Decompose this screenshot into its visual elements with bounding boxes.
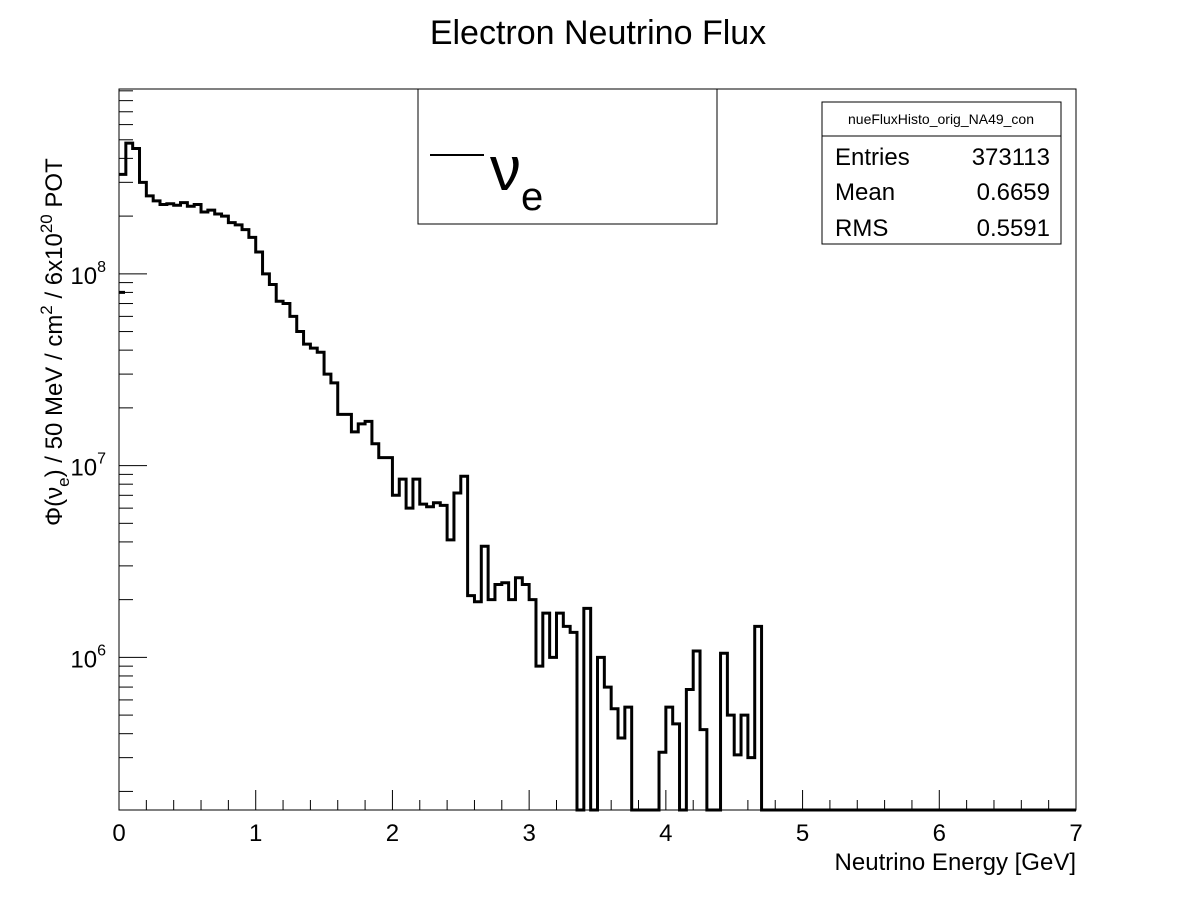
y-tick-exponent: 8 [97, 259, 106, 276]
y-axis-title-suffix: POT [41, 158, 68, 214]
stats-mean-value: 0.6659 [977, 179, 1050, 206]
y-tick-label: 107 [70, 451, 106, 482]
y-axis-title-sub: e [54, 477, 73, 486]
legend-box [417, 88, 718, 225]
y-axis-title-sup: 2 [37, 305, 56, 314]
stats-rms-label: RMS [835, 215, 888, 242]
stats-mean-label: Mean [835, 179, 895, 206]
x-tick-label: 2 [386, 820, 399, 847]
y-tick-base: 10 [70, 646, 97, 673]
x-tick-label: 7 [1069, 820, 1082, 847]
legend: νe [417, 88, 718, 225]
histogram-line [119, 141, 1076, 812]
x-tick-label: 6 [933, 820, 946, 847]
chart-title: Electron Neutrino Flux [430, 14, 766, 52]
y-axis-title-prefix: Φ(ν [41, 487, 68, 526]
x-tick-label: 1 [249, 820, 262, 847]
y-tick-label: 108 [70, 259, 106, 290]
legend-subscript: e [521, 175, 543, 219]
y-axis-title-sup2: 20 [37, 214, 56, 233]
stats-box: nueFluxHisto_orig_NA49_con Entries 37311… [821, 101, 1062, 245]
x-tick-label: 3 [522, 820, 535, 847]
x-axis-title: Neutrino Energy [GeV] [835, 849, 1076, 876]
x-tick-label: 5 [796, 820, 809, 847]
x-axis: 0 1 2 3 4 5 6 7 [112, 790, 1083, 847]
legend-symbol: ν [490, 135, 521, 204]
stats-entries-value: 373113 [972, 144, 1050, 171]
legend-label: νe [490, 135, 543, 219]
y-tick-label: 106 [70, 642, 106, 673]
stats-frame [821, 101, 1062, 245]
y-tick-exponent: 6 [97, 642, 106, 659]
histogram-series [119, 141, 1076, 812]
y-tick-base: 10 [70, 263, 97, 290]
y-axis-title-mid2: / 6x10 [41, 233, 68, 305]
stats-name: nueFluxHisto_orig_NA49_con [848, 111, 1034, 127]
stats-rms-value: 0.5591 [977, 215, 1050, 242]
y-axis-title: Φ(νe) / 50 MeV / cm2 / 6x1020 POT [37, 158, 73, 526]
x-tick-label: 4 [659, 820, 672, 847]
y-axis-title-mid: ) / 50 MeV / cm [41, 315, 68, 478]
y-tick-base: 10 [70, 455, 97, 482]
stats-entries-label: Entries [835, 144, 910, 171]
x-tick-label: 0 [112, 820, 125, 847]
y-tick-exponent: 7 [97, 451, 106, 468]
